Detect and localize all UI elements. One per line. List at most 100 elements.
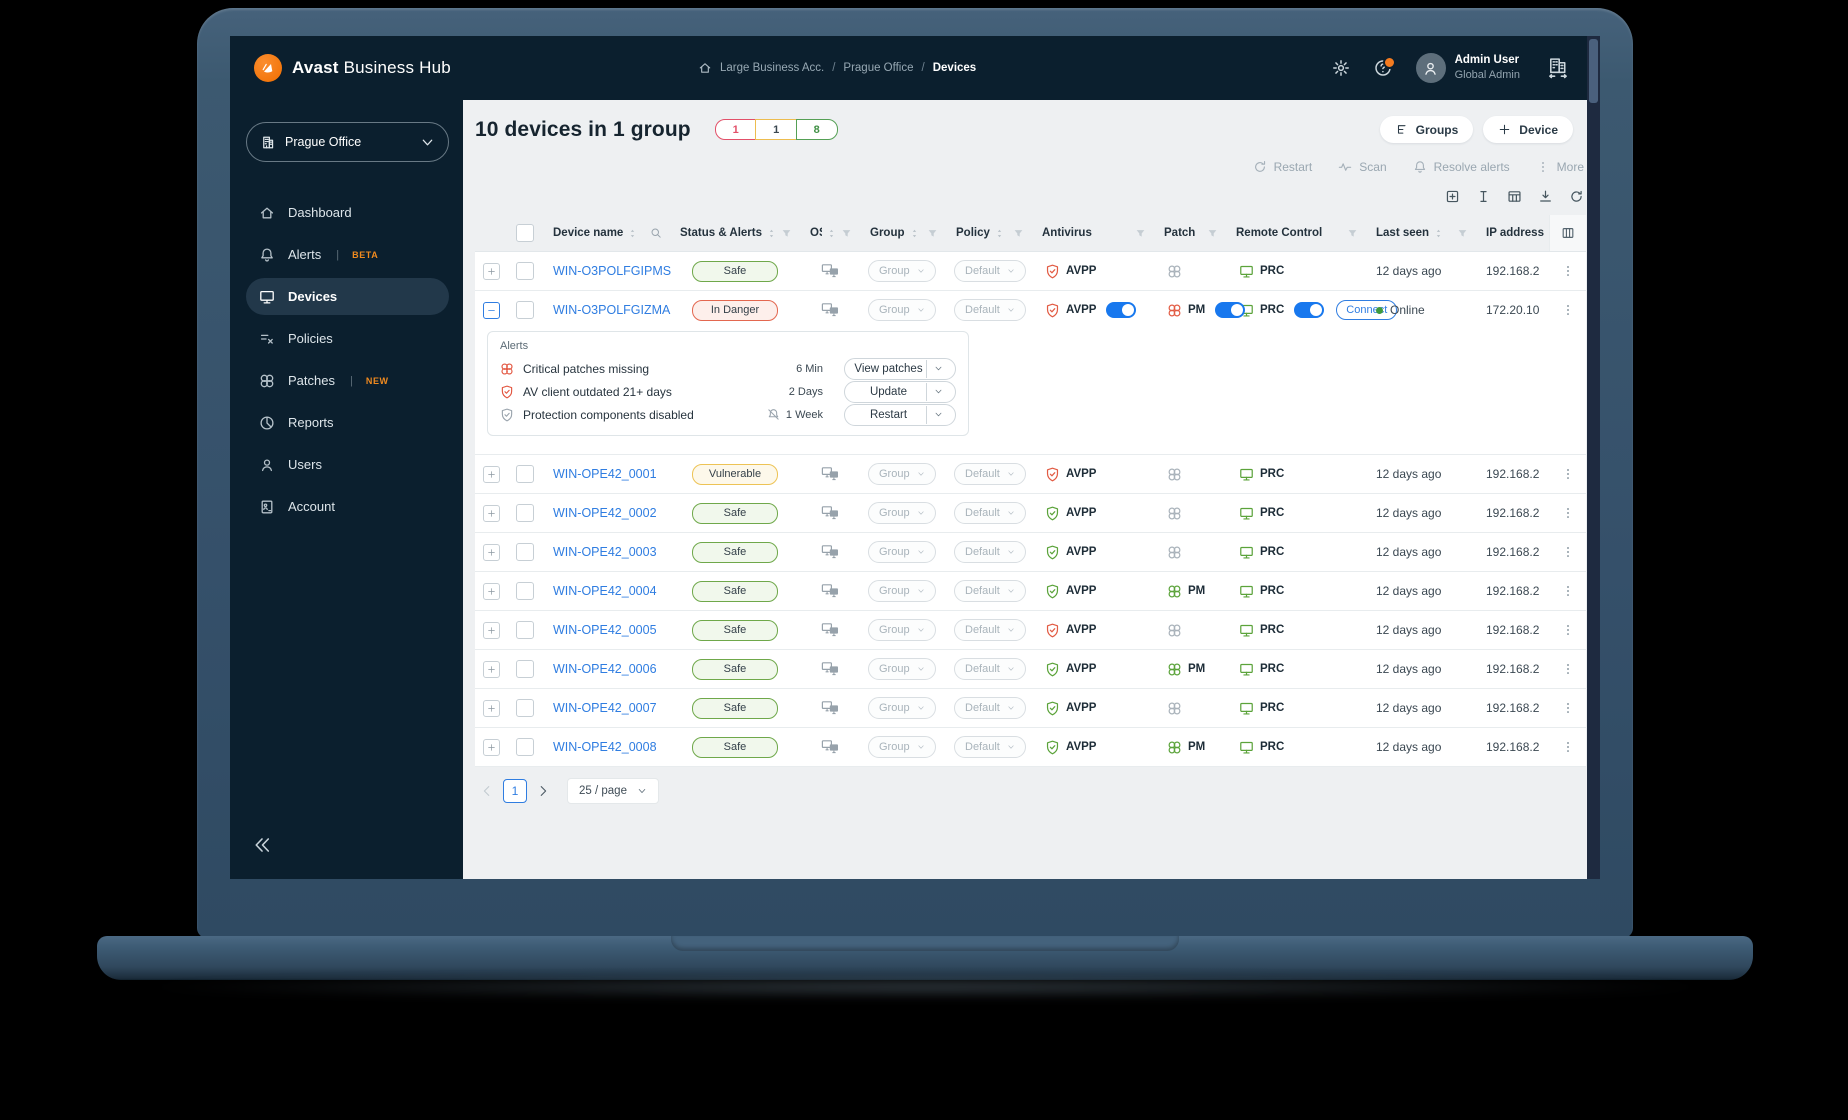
column-header-os[interactable]: OS [800,227,860,239]
row-checkbox[interactable] [516,621,534,639]
group-select[interactable]: Group [868,502,936,524]
row-checkbox[interactable] [516,504,534,522]
policy-select[interactable]: Default [954,619,1026,641]
sidebar-item-account[interactable]: Account [246,488,449,525]
group-select[interactable]: Group [868,736,936,758]
severity-count-safe[interactable]: 8 [795,119,838,140]
device-name-link[interactable]: WIN-O3POLFGIZMA [553,303,671,317]
next-page-button[interactable] [536,784,550,798]
policy-select[interactable]: Default [954,658,1026,680]
row-menu-button[interactable] [1549,467,1586,481]
group-select[interactable]: Group [868,260,936,282]
page-size-select[interactable]: 25 / page [567,778,659,804]
sidebar-item-patches[interactable]: Patches | NEW [246,362,449,399]
alert-action-view-patches[interactable]: View patches [844,357,956,380]
device-name-link[interactable]: WIN-OPE42_0006 [553,662,657,676]
row-menu-button[interactable] [1549,623,1586,637]
expand-row-button[interactable] [482,621,500,639]
group-select[interactable]: Group [868,541,936,563]
row-checkbox[interactable] [516,738,534,756]
policy-select[interactable]: Default [954,299,1026,321]
column-header-status-alerts[interactable]: Status & Alerts [670,227,800,239]
tool-plus-square-icon[interactable] [1445,189,1460,204]
expand-row-button[interactable] [482,465,500,483]
row-menu-button[interactable] [1549,303,1586,317]
row-checkbox[interactable] [516,543,534,561]
expand-row-button[interactable] [482,699,500,717]
breadcrumb-item-prague-office[interactable]: Prague Office [843,62,914,74]
account-switch-icon[interactable] [1546,57,1570,79]
column-header-remote-control[interactable]: Remote Control [1226,227,1366,239]
row-menu-button[interactable] [1549,701,1586,715]
severity-count-danger[interactable]: 1 [714,119,757,140]
remote-control-toggle[interactable] [1294,302,1325,318]
policy-select[interactable]: Default [954,736,1026,758]
site-selector[interactable]: Prague Office [246,122,449,162]
row-menu-button[interactable] [1549,584,1586,598]
column-header-antivirus[interactable]: Antivirus [1032,227,1154,239]
group-select[interactable]: Group [868,463,936,485]
tool-refresh-icon[interactable] [1569,189,1584,204]
column-header-patch[interactable]: Patch [1154,227,1226,239]
alert-action-dropdown[interactable] [927,410,949,419]
expand-row-button[interactable] [482,582,500,600]
current-page-button[interactable]: 1 [503,779,527,803]
device-name-link[interactable]: WIN-OPE42_0007 [553,701,657,715]
device-name-link[interactable]: WIN-OPE42_0004 [553,584,657,598]
column-header-ip-address[interactable]: IP address [1476,227,1549,239]
row-checkbox[interactable] [516,582,534,600]
group-select[interactable]: Group [868,619,936,641]
alert-action-dropdown[interactable] [927,387,949,396]
tool-text-cursor-icon[interactable] [1476,189,1491,204]
action-more[interactable]: More [1536,160,1584,174]
row-menu-button[interactable] [1549,506,1586,520]
column-settings-icon[interactable] [1561,226,1575,240]
sidebar-item-users[interactable]: Users [246,446,449,483]
row-menu-button[interactable] [1549,264,1586,278]
action-scan[interactable]: Scan [1338,160,1387,174]
sidebar-item-reports[interactable]: Reports [246,404,449,441]
row-menu-button[interactable] [1549,545,1586,559]
expand-row-button[interactable] [482,543,500,561]
alert-action-dropdown[interactable] [927,364,949,373]
action-resolve-alerts[interactable]: Resolve alerts [1413,160,1510,174]
sidebar-collapse-button[interactable] [252,835,272,855]
row-checkbox[interactable] [516,660,534,678]
expand-row-button[interactable] [482,660,500,678]
policy-select[interactable]: Default [954,541,1026,563]
device-name-link[interactable]: WIN-OPE42_0008 [553,740,657,754]
help-button[interactable] [1374,56,1396,77]
device-name-link[interactable]: WIN-OPE42_0003 [553,545,657,559]
previous-page-button[interactable] [480,784,494,798]
device-name-link[interactable]: WIN-OPE42_0002 [553,506,657,520]
scrollbar-thumb[interactable] [1589,39,1598,103]
sidebar-item-policies[interactable]: Policies [246,320,449,357]
sidebar-item-devices[interactable]: Devices [246,278,449,315]
row-checkbox[interactable] [516,262,534,280]
column-header-policy[interactable]: Policy [946,227,1032,239]
patch-toggle[interactable] [1215,302,1246,318]
column-header-last-seen[interactable]: Last seen [1366,227,1476,239]
policy-select[interactable]: Default [954,580,1026,602]
tool-table-grid-icon[interactable] [1507,189,1522,204]
device-name-link[interactable]: WIN-OPE42_0005 [553,623,657,637]
group-select[interactable]: Group [868,580,936,602]
antivirus-toggle[interactable] [1106,302,1137,318]
row-checkbox[interactable] [516,699,534,717]
select-all-checkbox[interactable] [516,224,534,242]
sidebar-item-alerts[interactable]: Alerts | BETA [246,236,449,273]
collapse-row-button[interactable] [482,301,500,319]
severity-count-warning[interactable]: 1 [755,119,798,140]
alert-action-update[interactable]: Update [844,380,956,403]
page-scrollbar[interactable] [1587,36,1600,879]
row-menu-button[interactable] [1549,662,1586,676]
sidebar-item-dashboard[interactable]: Dashboard [246,194,449,231]
groups-button[interactable]: Groups [1379,116,1474,143]
expand-row-button[interactable] [482,504,500,522]
group-select[interactable]: Group [868,658,936,680]
policy-select[interactable]: Default [954,260,1026,282]
column-header-device-name[interactable]: Device name [543,227,670,239]
column-header-group[interactable]: Group [860,227,946,239]
breadcrumb-item-large-business-acc-[interactable]: Large Business Acc. [720,62,825,74]
add-device-button[interactable]: Device [1483,116,1573,143]
